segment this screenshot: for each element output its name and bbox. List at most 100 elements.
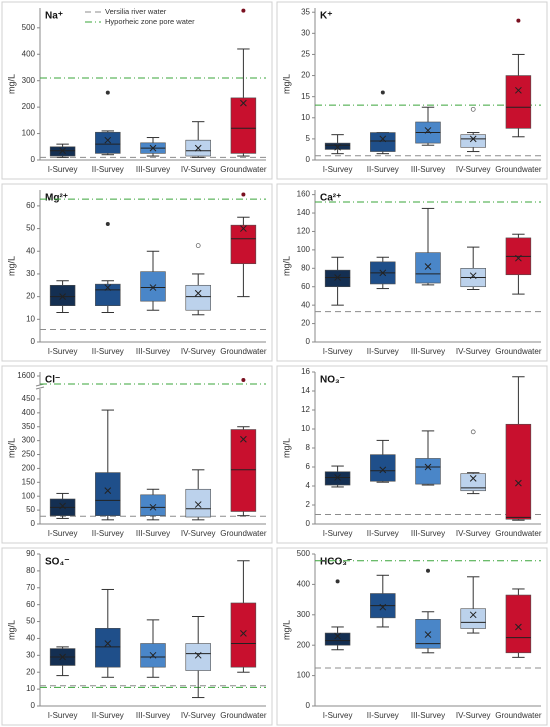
mean-marker [469, 611, 477, 619]
x-tick-label: IV-Survey [181, 165, 216, 174]
box [324, 632, 351, 646]
axis-break-mark [35, 386, 45, 390]
x-tick-label: IV-Survey [456, 529, 491, 538]
x-tick-label: IV-Survey [456, 347, 491, 356]
box [460, 134, 486, 148]
mean-marker [379, 269, 387, 277]
box [415, 252, 441, 284]
box [95, 131, 121, 154]
y-tick-label: 2 [306, 500, 311, 509]
y-tick-label: 25 [301, 50, 310, 59]
box [140, 271, 166, 302]
x-tick-label: IV-Survey [181, 347, 216, 356]
panel-border [1, 183, 273, 362]
box [370, 454, 396, 482]
mean-marker [104, 284, 112, 291]
y-tick-label: 60 [26, 201, 35, 210]
y-tick-label: 50 [26, 617, 35, 626]
box [505, 423, 532, 520]
box [49, 284, 76, 307]
outlier [241, 192, 246, 197]
box [185, 488, 211, 518]
box [324, 142, 351, 150]
mean-marker [240, 630, 247, 637]
mean-marker [469, 135, 477, 143]
mean-marker [59, 147, 66, 155]
mean-marker [379, 603, 387, 611]
y-tick-label: 8 [306, 443, 311, 452]
mean-marker [334, 632, 341, 640]
panel-border [1, 1, 273, 180]
x-tick-label: III-Survey [136, 347, 170, 356]
y-tick-label: 140 [297, 208, 311, 217]
panel-border [276, 183, 548, 362]
outlier [241, 8, 246, 13]
x-tick-label: I-Survey [48, 529, 78, 538]
x-tick-label: Groundwater [495, 165, 542, 174]
panel-border [276, 1, 548, 180]
y-tick-label: 0 [31, 337, 36, 346]
y-tick-label: 30 [26, 650, 35, 659]
y-tick-label: 40 [301, 300, 310, 309]
y-tick-label: 35 [301, 7, 310, 16]
x-tick-label: II-Survey [92, 711, 124, 720]
mean-marker [240, 225, 247, 232]
x-tick-label: Groundwater [495, 347, 542, 356]
mean-marker [104, 640, 112, 647]
mean-marker [469, 272, 477, 280]
x-tick-label: III-Survey [136, 711, 170, 720]
x-tick-label: IV-Survey [181, 529, 216, 538]
mean-marker [194, 144, 202, 152]
y-tick-label: 70 [26, 583, 35, 592]
y-tick-label: 10 [26, 314, 35, 323]
box [230, 429, 257, 512]
y-tick-label: 200 [297, 640, 311, 649]
box [324, 471, 351, 486]
y-tick-label: 200 [22, 464, 36, 473]
panel-border [1, 365, 273, 544]
mean-marker [424, 127, 432, 134]
x-tick-label: I-Survey [48, 165, 78, 174]
mean-marker [334, 143, 341, 151]
y-tick-label: 60 [26, 600, 35, 609]
outlier [426, 568, 430, 573]
outlier [105, 90, 110, 95]
x-tick-label: I-Survey [323, 347, 353, 356]
y-tick-label: 10 [26, 684, 35, 693]
y-tick-label: 0 [306, 155, 311, 164]
y-tick-label: 80 [301, 263, 310, 272]
y-axis-label: mg/L [6, 256, 16, 276]
y-tick-label: 60 [301, 282, 310, 291]
y-tick-label: 100 [22, 491, 36, 500]
y-tick-label: 0 [31, 701, 36, 710]
y-tick-label: 500 [297, 549, 311, 558]
panel-title: NO₃⁻ [320, 375, 345, 386]
panel-border [1, 547, 273, 726]
mean-marker [424, 463, 432, 471]
x-tick-label: IV-Survey [456, 165, 491, 174]
y-tick-label: 500 [22, 23, 36, 32]
y-tick-label: 4 [306, 481, 311, 490]
panel-title: HCO₃⁻ [320, 557, 352, 568]
y-tick-label: 6 [306, 462, 311, 471]
y-tick-label: 10 [301, 113, 310, 122]
y-axis-label: mg/L [281, 620, 291, 640]
x-tick-label: I-Survey [48, 711, 78, 720]
outlier [335, 579, 340, 584]
mean-marker [379, 466, 387, 474]
panel-title: SO₄⁻ [45, 557, 70, 568]
mean-marker [59, 293, 66, 300]
mean-marker [194, 501, 202, 508]
y-tick-label: 450 [22, 394, 36, 403]
box [185, 284, 211, 311]
y-tick-label: 300 [22, 76, 36, 85]
y-tick-label: 150 [22, 477, 36, 486]
y-tick-label: 400 [22, 49, 36, 58]
y-axis-label: mg/L [281, 438, 291, 458]
box [460, 473, 486, 492]
y-tick-label: 30 [301, 28, 310, 37]
x-tick-label: III-Survey [136, 165, 170, 174]
panel-border [276, 547, 548, 726]
x-tick-label: III-Survey [411, 529, 445, 538]
